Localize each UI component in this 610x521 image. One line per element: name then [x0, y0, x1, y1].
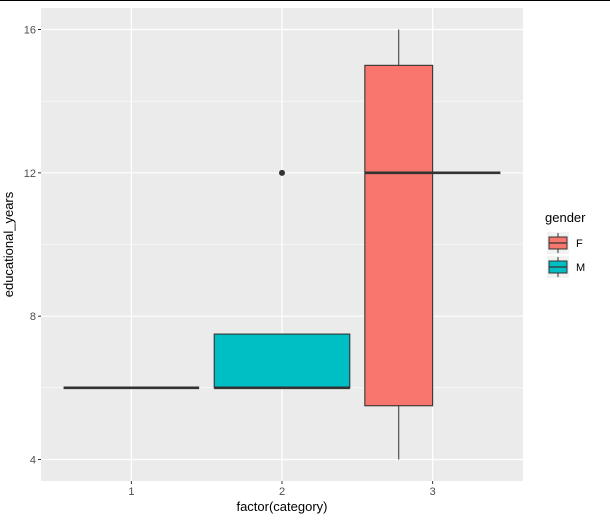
y-tick-label: 8	[30, 311, 36, 323]
legend-key-F	[547, 232, 569, 254]
y-tick-label: 12	[24, 168, 36, 180]
x-tick-label: 1	[128, 486, 134, 498]
top-border-line	[0, 0, 610, 1]
y-tick-label: 4	[30, 455, 36, 467]
legend-title: gender	[545, 210, 586, 225]
y-axis: 4 8 12 16	[24, 25, 41, 467]
y-axis-title: educational_years	[1, 191, 16, 297]
x-axis: 1 2 3	[128, 481, 436, 498]
legend: gender FM	[545, 210, 586, 278]
box-body	[213, 333, 351, 389]
y-tick-label: 16	[24, 25, 36, 37]
legend-label-F: F	[576, 238, 583, 250]
box-category-2-M	[213, 169, 351, 390]
box-category-3-F	[364, 29, 434, 460]
box-body	[364, 64, 434, 407]
boxes-layer	[63, 29, 501, 460]
x-axis-title: factor(category)	[236, 499, 327, 514]
legend-label-M: M	[576, 262, 585, 274]
outlier-point	[279, 169, 285, 176]
x-tick-label: 2	[279, 486, 285, 498]
x-tick-label: 3	[430, 486, 436, 498]
legend-key-M	[547, 256, 569, 278]
